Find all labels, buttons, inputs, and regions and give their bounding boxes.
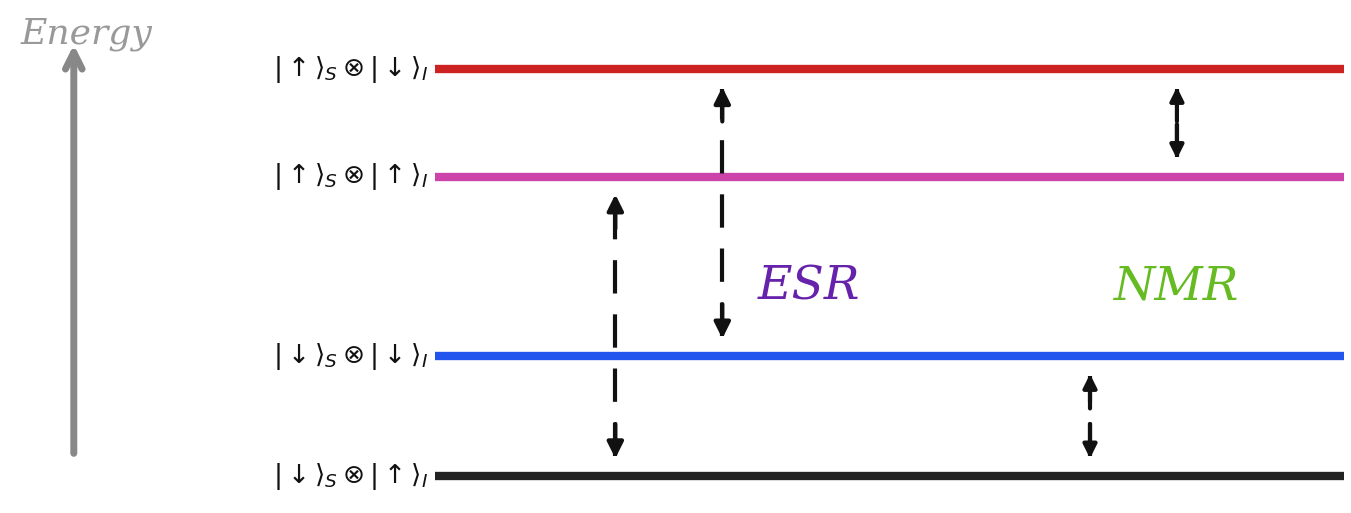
- Text: $| \downarrow\rangle_S \otimes | \downarrow\rangle_I$: $| \downarrow\rangle_S \otimes | \downar…: [273, 341, 428, 372]
- Text: Energy: Energy: [20, 17, 153, 51]
- Text: $| \downarrow\rangle_S \otimes | \uparrow\rangle_I$: $| \downarrow\rangle_S \otimes | \uparro…: [273, 461, 428, 491]
- Text: ESR: ESR: [758, 264, 861, 309]
- Text: NMR: NMR: [1115, 264, 1240, 309]
- Text: $| \uparrow\rangle_S \otimes | \uparrow\rangle_I$: $| \uparrow\rangle_S \otimes | \uparrow\…: [273, 161, 428, 192]
- Text: $| \uparrow\rangle_S \otimes | \downarrow\rangle_I$: $| \uparrow\rangle_S \otimes | \downarro…: [273, 54, 428, 85]
